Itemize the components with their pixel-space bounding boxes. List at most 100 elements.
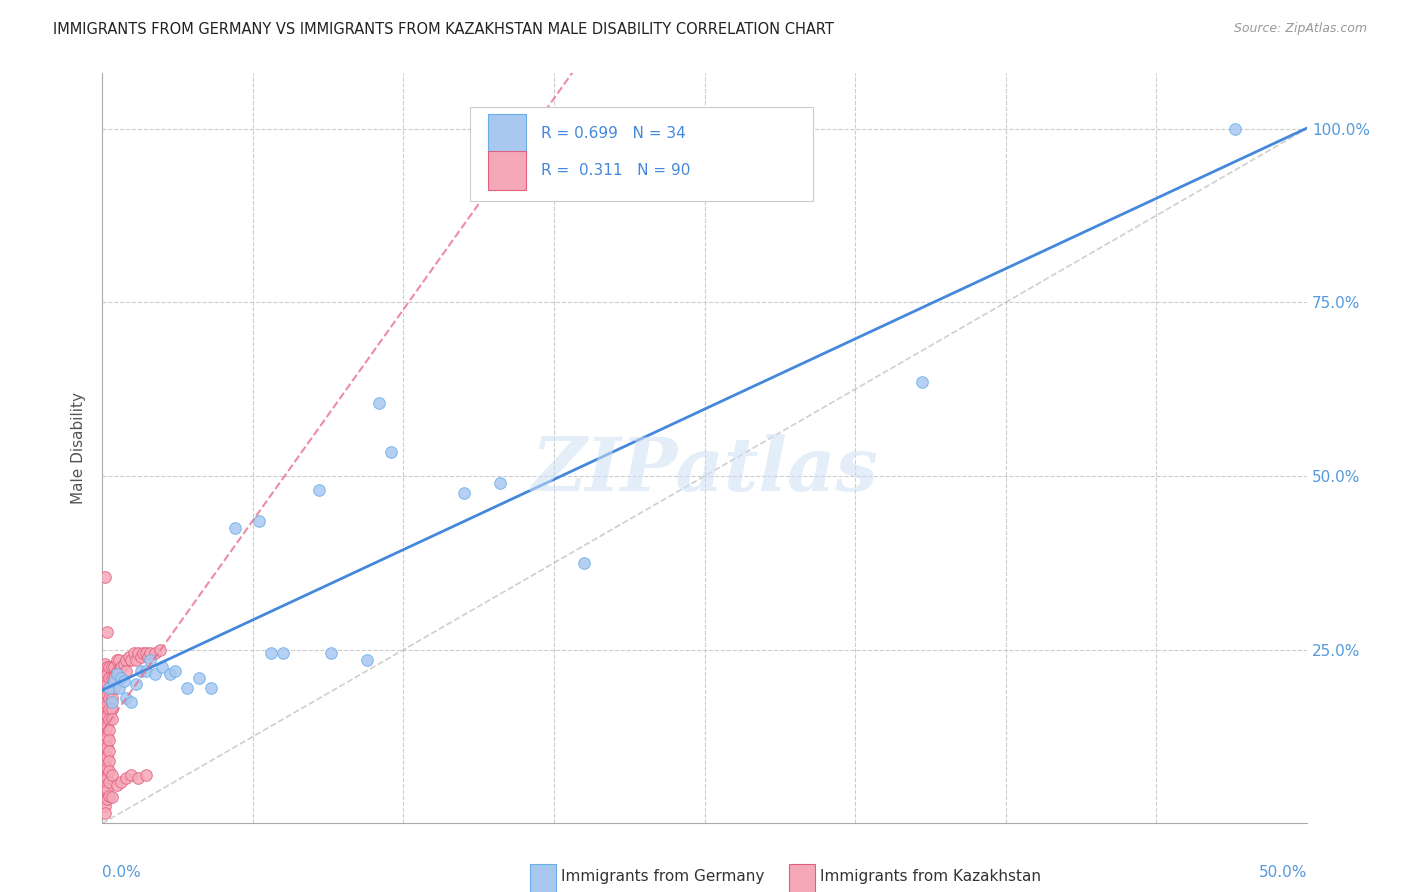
Point [224,521,246,535]
Point [93,757,115,772]
Point [127,772,149,786]
Point [98,691,121,706]
Point [453,486,475,500]
Point [93,664,115,678]
Point [96,625,118,640]
Bar [488,151,526,190]
Point [96,698,118,713]
Point [93,684,115,698]
Point [321,646,343,660]
Point [149,642,172,657]
Y-axis label: Male Disability: Male Disability [72,392,86,504]
Point [110,671,132,685]
Point [93,785,115,799]
Point [120,653,142,667]
Point [98,681,121,695]
Point [103,660,125,674]
Point [187,671,209,685]
Point [101,671,124,685]
Point [110,774,132,789]
Point [96,708,118,723]
Point [122,646,145,660]
Point [129,664,152,678]
Text: ZIPatlas: ZIPatlas [531,434,879,507]
Point [112,673,135,688]
Point [247,514,270,528]
Point [101,702,124,716]
Point [103,671,125,685]
Point [98,764,121,779]
Point [118,649,141,664]
Point [93,805,115,820]
Point [368,396,391,410]
Bar [530,864,557,892]
Point [93,657,115,671]
Point [101,691,124,706]
Point [96,739,118,754]
Point [103,673,125,688]
Point [105,653,128,667]
Point [93,743,115,757]
Point [93,730,115,744]
Point [93,715,115,730]
Text: 50.0%: 50.0% [1258,864,1308,880]
Text: R = 0.699   N = 34: R = 0.699 N = 34 [541,126,686,141]
Point [135,664,157,678]
Point [115,664,138,678]
Point [96,781,118,796]
Point [96,688,118,702]
Point [260,646,283,660]
Point [125,677,148,691]
Point [105,778,128,792]
Point [380,444,402,458]
Point [356,653,378,667]
Point [96,677,118,691]
Point [110,660,132,674]
Point [101,712,124,726]
Bar [488,113,526,153]
Point [93,750,115,764]
Point [163,664,186,678]
Point [98,702,121,716]
Point [98,754,121,768]
Point [101,790,124,805]
Point [176,681,198,695]
Point [93,695,115,709]
Point [101,768,124,782]
Point [93,737,115,751]
Point [139,646,162,660]
Point [488,475,510,490]
Point [96,719,118,733]
Point [96,750,118,764]
Point [93,772,115,786]
Point [96,660,118,674]
Point [96,667,118,681]
Point [136,649,159,664]
Point [96,792,118,806]
Point [93,778,115,792]
Point [108,653,131,667]
Point [108,664,131,678]
Point [98,774,121,789]
Text: Source: ZipAtlas.com: Source: ZipAtlas.com [1233,22,1367,36]
Point [143,646,166,660]
Point [152,660,174,674]
Point [159,667,181,681]
Point [93,691,115,706]
Point [98,712,121,726]
Text: Immigrants from Kazakhstan: Immigrants from Kazakhstan [820,869,1042,883]
Point [127,646,149,660]
Point [93,671,115,685]
Point [98,681,121,695]
Point [93,570,115,584]
Text: Immigrants from Germany: Immigrants from Germany [561,869,765,883]
Point [93,792,115,806]
Point [572,556,595,570]
Text: IMMIGRANTS FROM GERMANY VS IMMIGRANTS FROM KAZAKHSTAN MALE DISABILITY CORRELATIO: IMMIGRANTS FROM GERMANY VS IMMIGRANTS FR… [53,22,834,37]
Point [108,681,131,695]
Point [98,660,121,674]
Point [120,695,142,709]
Point [93,708,115,723]
Text: 0.0%: 0.0% [103,864,141,880]
FancyBboxPatch shape [470,107,813,201]
